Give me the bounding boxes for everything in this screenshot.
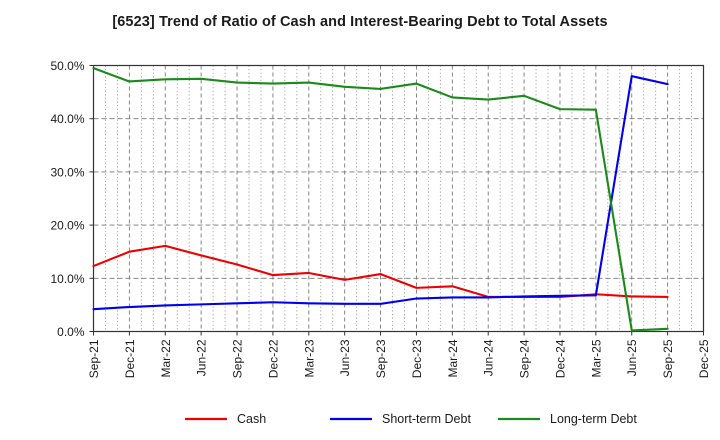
x-axis-tick-label: Jun-23 — [338, 339, 352, 376]
y-axis-tick-label: 0.0% — [57, 325, 85, 339]
x-axis-tick-label: Dec-22 — [266, 339, 280, 378]
x-axis-tick-label: Jun-22 — [195, 339, 209, 376]
x-axis-tick-label: Sep-24 — [518, 339, 532, 378]
y-axis-tick-label: 50.0% — [50, 59, 84, 73]
legend-label-cash: Cash — [237, 412, 266, 426]
y-axis-tick-label: 30.0% — [50, 165, 84, 179]
series-line-long-term-debt — [92, 67, 669, 332]
chart-legend: Cash Short-term Debt Long-term Debt — [185, 412, 637, 426]
x-axis-tick-label: Mar-23 — [302, 339, 316, 377]
horizontal-gridlines — [93, 65, 704, 279]
x-axis-tick-label: Sep-23 — [374, 339, 388, 378]
x-axis-tick-label: Jun-24 — [482, 339, 496, 376]
x-axis-tick-label: Sep-25 — [661, 339, 675, 378]
x-axis-tick-label: Jun-25 — [625, 339, 639, 376]
x-axis-tick-label: Mar-25 — [589, 339, 603, 377]
x-axis-tick-label: Mar-22 — [159, 339, 173, 377]
x-axis-tick-label: Dec-24 — [553, 339, 567, 378]
plot-frame — [92, 64, 705, 333]
x-axis-tick-labels: Sep-21 Dec-21 Mar-22 Jun-22 Sep-22 Dec-22 Mar-… — [87, 331, 711, 378]
y-axis-tick-label: 10.0% — [50, 272, 84, 286]
minor-gridlines — [105, 65, 692, 332]
legend-label-short-term-debt: Short-term Debt — [382, 412, 471, 426]
x-axis-tick-label: Sep-21 — [87, 339, 101, 378]
data-series-group — [92, 67, 669, 332]
x-axis-tick-label: Sep-22 — [231, 339, 245, 378]
major-gridlines — [128, 65, 669, 332]
x-axis-tick-label: Dec-23 — [410, 339, 424, 378]
x-axis-tick-label: Mar-24 — [446, 339, 460, 377]
x-axis-tick-label: Dec-25 — [697, 339, 711, 378]
y-axis-tick-label: 20.0% — [50, 219, 84, 233]
y-axis-tick-labels: 0.0% 10.0% 20.0% 30.0% 40.0% 50.0% — [50, 59, 94, 339]
x-axis-tick-label: Dec-21 — [123, 339, 137, 378]
legend-label-long-term-debt: Long-term Debt — [550, 412, 637, 426]
chart-title: [6523] Trend of Ratio of Cash and Intere… — [112, 14, 608, 30]
series-line-short-term-debt — [92, 75, 669, 311]
y-axis-tick-label: 40.0% — [50, 112, 84, 126]
